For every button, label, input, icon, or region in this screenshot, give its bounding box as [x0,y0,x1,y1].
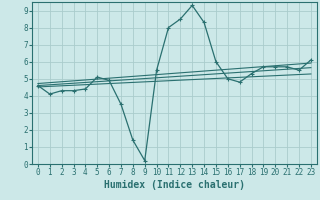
X-axis label: Humidex (Indice chaleur): Humidex (Indice chaleur) [104,180,245,190]
